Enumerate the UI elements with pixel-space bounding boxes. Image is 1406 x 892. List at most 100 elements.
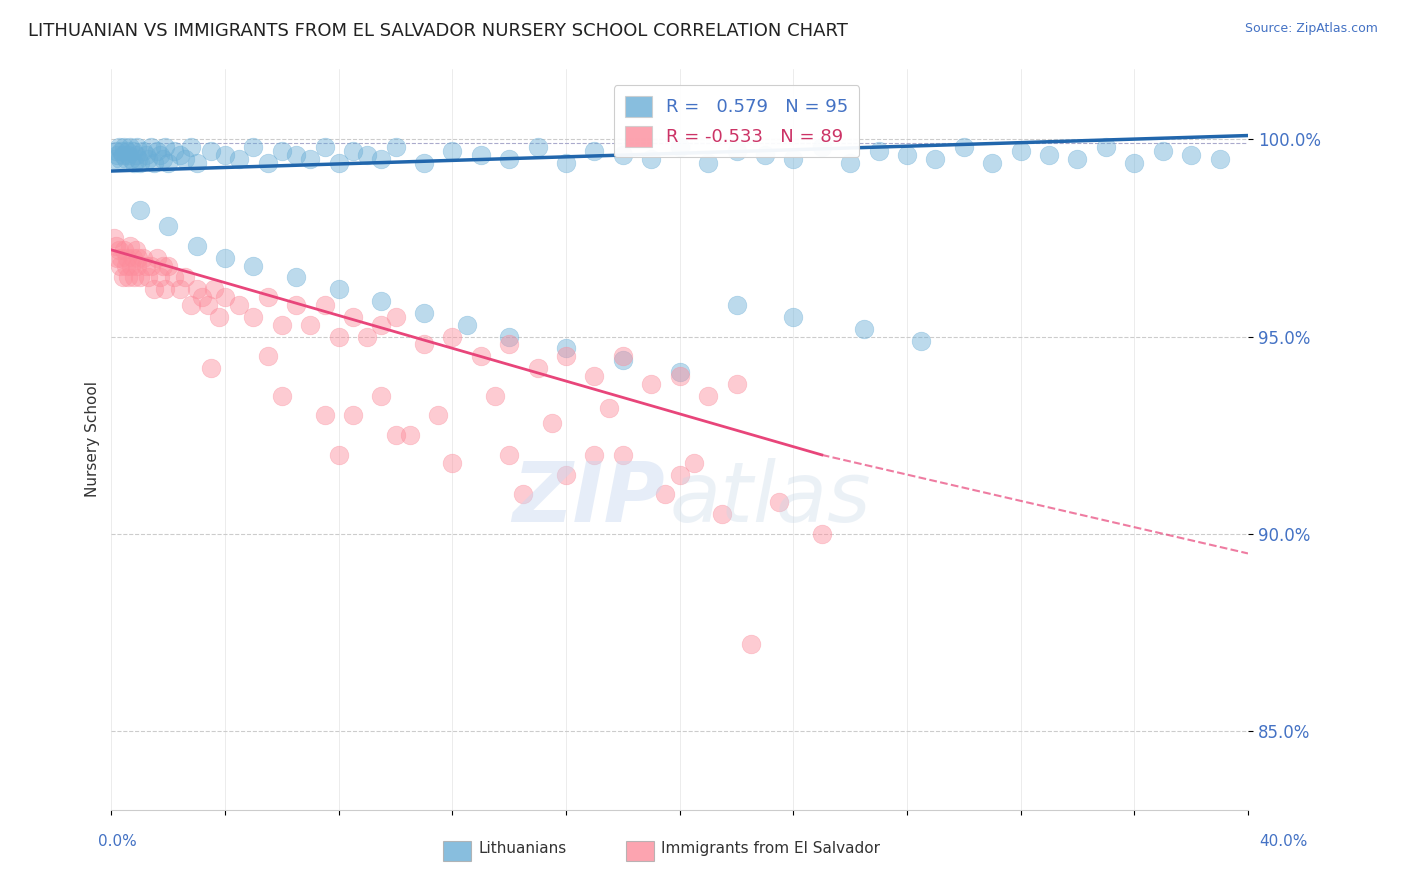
Point <box>342 145 364 159</box>
Text: 40.0%: 40.0% <box>1260 834 1308 849</box>
Point <box>370 152 392 166</box>
Point <box>155 282 177 296</box>
Point <box>953 140 976 154</box>
Point <box>191 290 214 304</box>
Text: Source: ZipAtlas.com: Source: ZipAtlas.com <box>1244 22 1378 36</box>
Point <box>121 251 143 265</box>
Point <box>228 298 250 312</box>
Point <box>413 306 436 320</box>
Point <box>413 337 436 351</box>
Point <box>314 409 336 423</box>
Point <box>725 298 748 312</box>
Point <box>981 156 1004 170</box>
Point <box>120 152 142 166</box>
Point <box>157 156 180 170</box>
Point <box>526 140 548 154</box>
Point <box>328 329 350 343</box>
Point <box>115 251 138 265</box>
Point <box>122 156 145 170</box>
Point <box>370 318 392 332</box>
Point <box>186 156 208 170</box>
Point <box>711 507 734 521</box>
Point <box>299 318 322 332</box>
Point <box>114 152 136 166</box>
Point <box>214 251 236 265</box>
Point <box>1095 140 1118 154</box>
Point <box>540 417 562 431</box>
Point <box>782 152 804 166</box>
Point <box>186 239 208 253</box>
Point <box>163 270 186 285</box>
Point <box>612 353 634 368</box>
Point <box>141 259 163 273</box>
Text: atlas: atlas <box>669 458 872 539</box>
Point <box>242 310 264 324</box>
Point <box>498 337 520 351</box>
Point <box>384 310 406 324</box>
Point <box>117 270 139 285</box>
Point <box>105 251 128 265</box>
Point <box>285 270 308 285</box>
Text: Lithuanians: Lithuanians <box>478 841 567 856</box>
Point <box>441 145 464 159</box>
Point <box>131 145 153 159</box>
Point <box>924 152 946 166</box>
Point <box>555 467 578 482</box>
Point <box>128 156 150 170</box>
Point <box>103 152 125 166</box>
Point <box>640 152 662 166</box>
Point <box>285 148 308 162</box>
Point <box>640 376 662 391</box>
Point <box>314 298 336 312</box>
Point <box>157 259 180 273</box>
Point <box>555 349 578 363</box>
Text: ZIP: ZIP <box>512 458 665 539</box>
Y-axis label: Nursery School: Nursery School <box>86 381 100 497</box>
Point <box>186 282 208 296</box>
Point <box>668 467 690 482</box>
Point <box>498 329 520 343</box>
Point <box>1066 152 1088 166</box>
Point <box>141 140 163 154</box>
Point <box>125 259 148 273</box>
Point <box>105 148 128 162</box>
Point <box>169 282 191 296</box>
Point <box>125 140 148 154</box>
Point <box>104 145 127 159</box>
Point <box>342 409 364 423</box>
Point <box>555 156 578 170</box>
Point <box>149 148 172 162</box>
Point <box>555 342 578 356</box>
Point <box>896 148 918 162</box>
Point <box>328 448 350 462</box>
Point <box>868 145 890 159</box>
Point <box>328 282 350 296</box>
Point <box>612 148 634 162</box>
Point <box>122 270 145 285</box>
Point <box>356 148 378 162</box>
Point <box>228 152 250 166</box>
Point <box>427 409 450 423</box>
Point <box>111 270 134 285</box>
Point <box>256 349 278 363</box>
Point <box>668 369 690 384</box>
Point <box>498 448 520 462</box>
Point <box>146 251 169 265</box>
Point <box>174 152 197 166</box>
Point <box>118 239 141 253</box>
Point <box>120 259 142 273</box>
Text: LITHUANIAN VS IMMIGRANTS FROM EL SALVADOR NURSERY SCHOOL CORRELATION CHART: LITHUANIAN VS IMMIGRANTS FROM EL SALVADO… <box>28 22 848 40</box>
Point <box>1010 145 1032 159</box>
Point <box>128 203 150 218</box>
Point <box>242 140 264 154</box>
Point <box>134 148 156 162</box>
Point <box>583 448 606 462</box>
Point <box>118 140 141 154</box>
Point <box>697 156 720 170</box>
Point <box>285 298 308 312</box>
Point <box>740 637 762 651</box>
Point <box>128 270 150 285</box>
Point <box>270 145 292 159</box>
Text: Immigrants from El Salvador: Immigrants from El Salvador <box>661 841 880 856</box>
Point <box>127 152 149 166</box>
